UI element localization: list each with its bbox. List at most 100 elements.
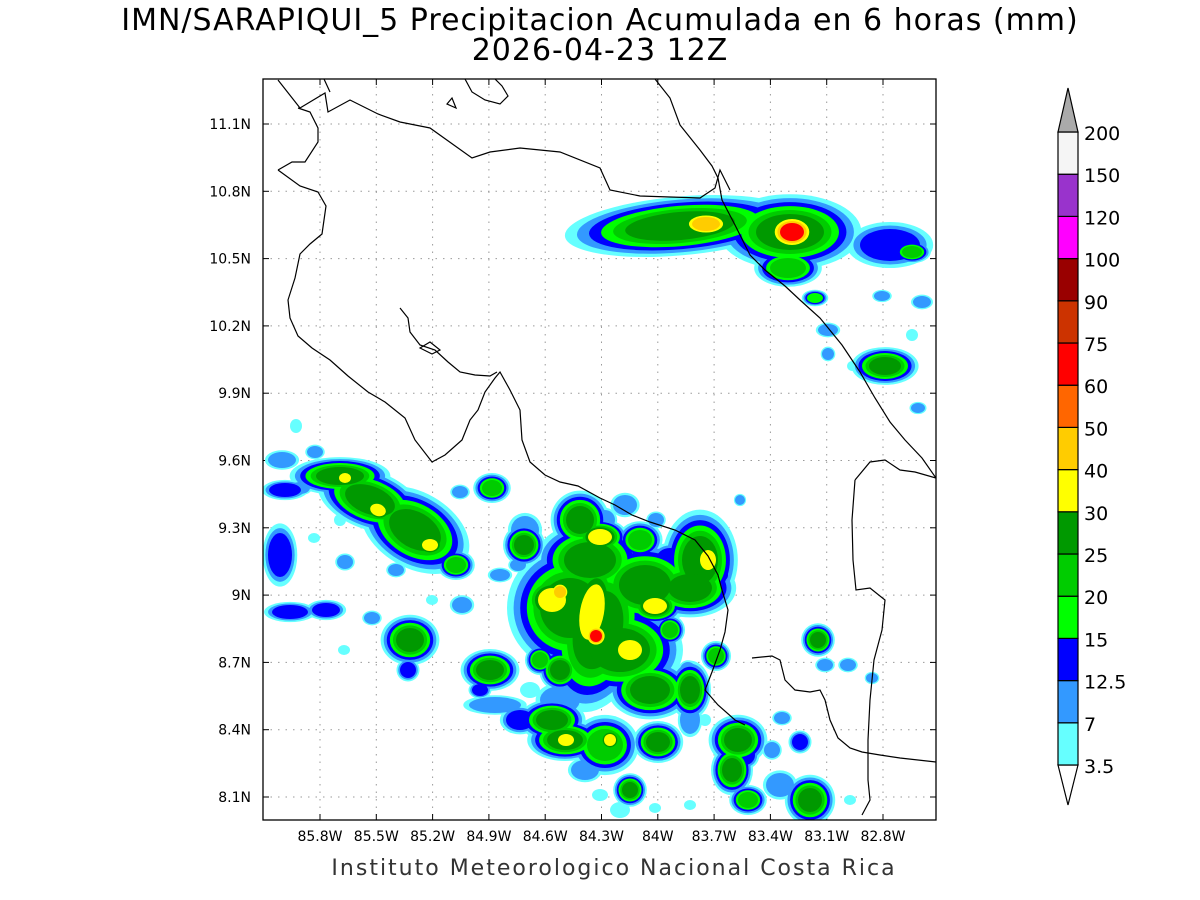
precip-contour-c20: [628, 530, 652, 550]
precip-contour-c20: [532, 652, 548, 668]
precip-contour-c25: [630, 676, 670, 704]
precip-contour-c125: [272, 605, 308, 619]
precip-contour-c7: [818, 324, 838, 336]
lat-tick-label: 9.9N: [218, 386, 251, 402]
precip-contour-c35: [426, 595, 438, 605]
colorbar-box: [1057, 553, 1079, 597]
colorbar-label: 100: [1084, 250, 1120, 272]
colorbar-label: 60: [1084, 376, 1108, 398]
precip-contour-c7: [648, 513, 664, 527]
lat-tick-label: 8.7N: [218, 655, 251, 671]
colorbar-box: [1057, 384, 1079, 429]
precip-contour-c25: [476, 660, 504, 680]
precip-contour-c25: [619, 565, 671, 605]
lon-tick-label: 85.2W: [410, 829, 455, 845]
precip-contour-c125: [400, 662, 416, 678]
lat-tick-label: 9N: [232, 588, 251, 604]
lat-tick-label: 11.1N: [209, 117, 251, 133]
precip-contour-c25: [724, 728, 752, 752]
lon-tick-label: 85.8W: [297, 829, 342, 845]
colorbar-box: [1057, 215, 1079, 260]
precip-contour-c7: [764, 742, 780, 758]
precip-contour-c25: [536, 710, 568, 730]
precip-contour-c25: [564, 542, 616, 578]
precip-contour-c35: [308, 533, 320, 543]
colorbar-label: 20: [1084, 587, 1108, 609]
precip-contour-c7: [364, 612, 380, 624]
lon-tick-label: 83.7W: [692, 829, 737, 845]
precip-contour-c25: [514, 535, 534, 555]
latitude-tick-labels: 11.1N 10.8N 10.5N 10.2N 9.9N 9.6N 9.3N 9N 8.7N 8.…: [209, 117, 251, 806]
precip-contour-c25: [810, 632, 826, 648]
precip-contour-c35: [610, 802, 630, 818]
lat-tick-label: 8.4N: [218, 723, 251, 739]
precip-contour-c35: [906, 329, 918, 341]
precip-contour-c7: [490, 569, 510, 581]
precip-contour-c125: [269, 483, 301, 497]
precip-contour-c60: [780, 223, 804, 241]
lon-tick-label: 82.8W: [860, 829, 905, 845]
precip-contour-c7: [388, 564, 404, 576]
map-frame-border: [262, 78, 937, 821]
colorbar-lower-triangle: [1057, 764, 1079, 806]
colorbar-box: [1057, 637, 1079, 682]
colorbar-label: 40: [1084, 461, 1108, 483]
precip-contour-c40: [554, 586, 566, 598]
precip-contour-c25: [668, 574, 712, 602]
precip-contour-c125: [506, 710, 534, 730]
colorbar-box: [1057, 173, 1079, 217]
precip-contour-c7: [571, 760, 599, 780]
lat-tick-label: 10.2N: [209, 319, 251, 335]
map-title: IMN/SARAPIQUI_5 Precipitacion Acumulada …: [121, 3, 1079, 38]
precip-contour-c25: [722, 758, 742, 782]
lon-tick-label: 85.5W: [354, 829, 399, 845]
colorbar-label: 75: [1084, 334, 1108, 356]
precip-contour-c25: [646, 732, 670, 752]
gulf-of-nicoya: [399, 307, 498, 377]
precip-contour-c20: [738, 792, 758, 808]
small-island: [446, 96, 458, 110]
precip-contour-c125: [472, 684, 488, 696]
precip-contour-c30: [370, 503, 386, 517]
precip-contour-c7: [510, 559, 526, 571]
precip-contour-c40: [692, 217, 720, 231]
precip-contour-c35: [592, 789, 608, 801]
precip-contour-c30: [339, 473, 351, 483]
coastlines-and-borders: [277, 79, 936, 816]
panama-border: [851, 459, 936, 816]
footer-credit: Instituto Meteorologico Nacional Costa R…: [331, 856, 897, 881]
colorbar-box: [1057, 258, 1079, 302]
precip-contour-c35: [649, 803, 661, 813]
colorbar-box: [1057, 595, 1079, 640]
precip-contour-c35: [334, 514, 346, 526]
lake-outline: [323, 79, 509, 105]
precip-contour-c25: [622, 782, 638, 798]
precipitation-field: [263, 194, 934, 820]
colorbar-label: 30: [1084, 503, 1108, 525]
lon-tick-label: 84.9W: [466, 829, 511, 845]
precip-contour-c125: [792, 734, 808, 750]
precip-contour-c25: [680, 676, 700, 704]
colorbar-label: 90: [1084, 292, 1108, 314]
precip-contour-c7: [452, 597, 472, 613]
caribbean-coast: [654, 79, 936, 479]
precip-contour-c7: [268, 452, 296, 468]
golfo-dulce-coast: [751, 655, 936, 763]
colorbar-box: [1057, 426, 1079, 471]
precip-contour-c7: [774, 712, 790, 724]
colorbar-box: [1057, 469, 1079, 513]
precip-contour-c25: [566, 506, 594, 534]
colorbar-label: 50: [1084, 418, 1108, 440]
precip-contour-c25: [798, 788, 822, 812]
colorbar-box: [1057, 722, 1079, 766]
precip-contour-c7: [613, 495, 637, 515]
colorbar-label: 150: [1084, 165, 1120, 187]
precip-contour-c125: [312, 603, 340, 617]
precip-contour-c30: [422, 539, 438, 551]
colorbar-box: [1057, 131, 1079, 175]
lat-tick-label: 8.1N: [218, 790, 251, 806]
pacific-coast-north: [277, 107, 746, 726]
lat-tick-label: 9.6N: [218, 454, 251, 470]
precip-contour-c7: [735, 495, 745, 505]
lon-tick-label: 83.4W: [748, 829, 793, 845]
